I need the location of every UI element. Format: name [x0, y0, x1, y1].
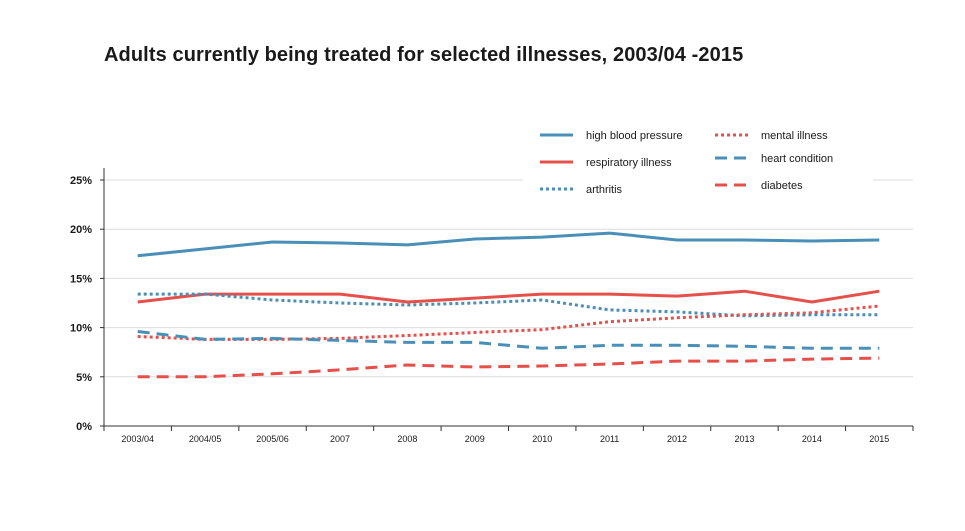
x-tick-label: 2012 [667, 434, 687, 444]
x-tick-label: 2014 [802, 434, 822, 444]
legend-label-heart-condition: heart condition [761, 153, 833, 165]
series-lines [137, 231, 880, 379]
y-tick-label: 20% [70, 224, 92, 236]
legend-label-diabetes: diabetes [761, 180, 803, 192]
x-tick-label: 2004/05 [189, 434, 222, 444]
series-line-mental-illness [137, 304, 880, 341]
x-tick-label: 2003/04 [121, 434, 154, 444]
legend-background [523, 118, 873, 206]
y-tick-label: 25% [70, 175, 92, 187]
x-tick-label: 2015 [869, 434, 889, 444]
x-tick-label: 2010 [532, 434, 552, 444]
y-axis-ticks: 0% 5% 10% 15% 20% 25% [70, 175, 104, 433]
legend-label-arthritis: arthritis [586, 184, 623, 196]
legend-label-high-blood-pressure: high blood pressure [586, 130, 683, 142]
x-axis-ticks: 2003/04 2004/05 2005/06 2007 2008 2009 2010 201… [103, 426, 914, 444]
series-line-heart-condition [137, 330, 880, 350]
x-tick-label: 2008 [397, 434, 417, 444]
series-line-diabetes [137, 356, 880, 379]
y-tick-label: 10% [70, 323, 92, 335]
x-tick-label: 2013 [734, 434, 754, 444]
x-tick-label: 2011 [600, 434, 619, 444]
x-tick-label: 2005/06 [256, 434, 289, 444]
y-tick-label: 15% [70, 273, 92, 285]
series-line-high-blood-pressure [137, 231, 880, 258]
x-tick-label: 2007 [330, 434, 350, 444]
legend: high blood pressure respiratory illness ar… [523, 118, 873, 206]
y-tick-label: 0% [76, 421, 92, 433]
legend-label-mental-illness: mental illness [761, 130, 828, 142]
series-line-respiratory-illness [137, 289, 880, 304]
chart-title: Adults currently being treated for selec… [104, 44, 744, 66]
legend-label-respiratory-illness: respiratory illness [586, 157, 672, 169]
x-tick-label: 2009 [465, 434, 485, 444]
y-tick-label: 5% [76, 372, 92, 384]
